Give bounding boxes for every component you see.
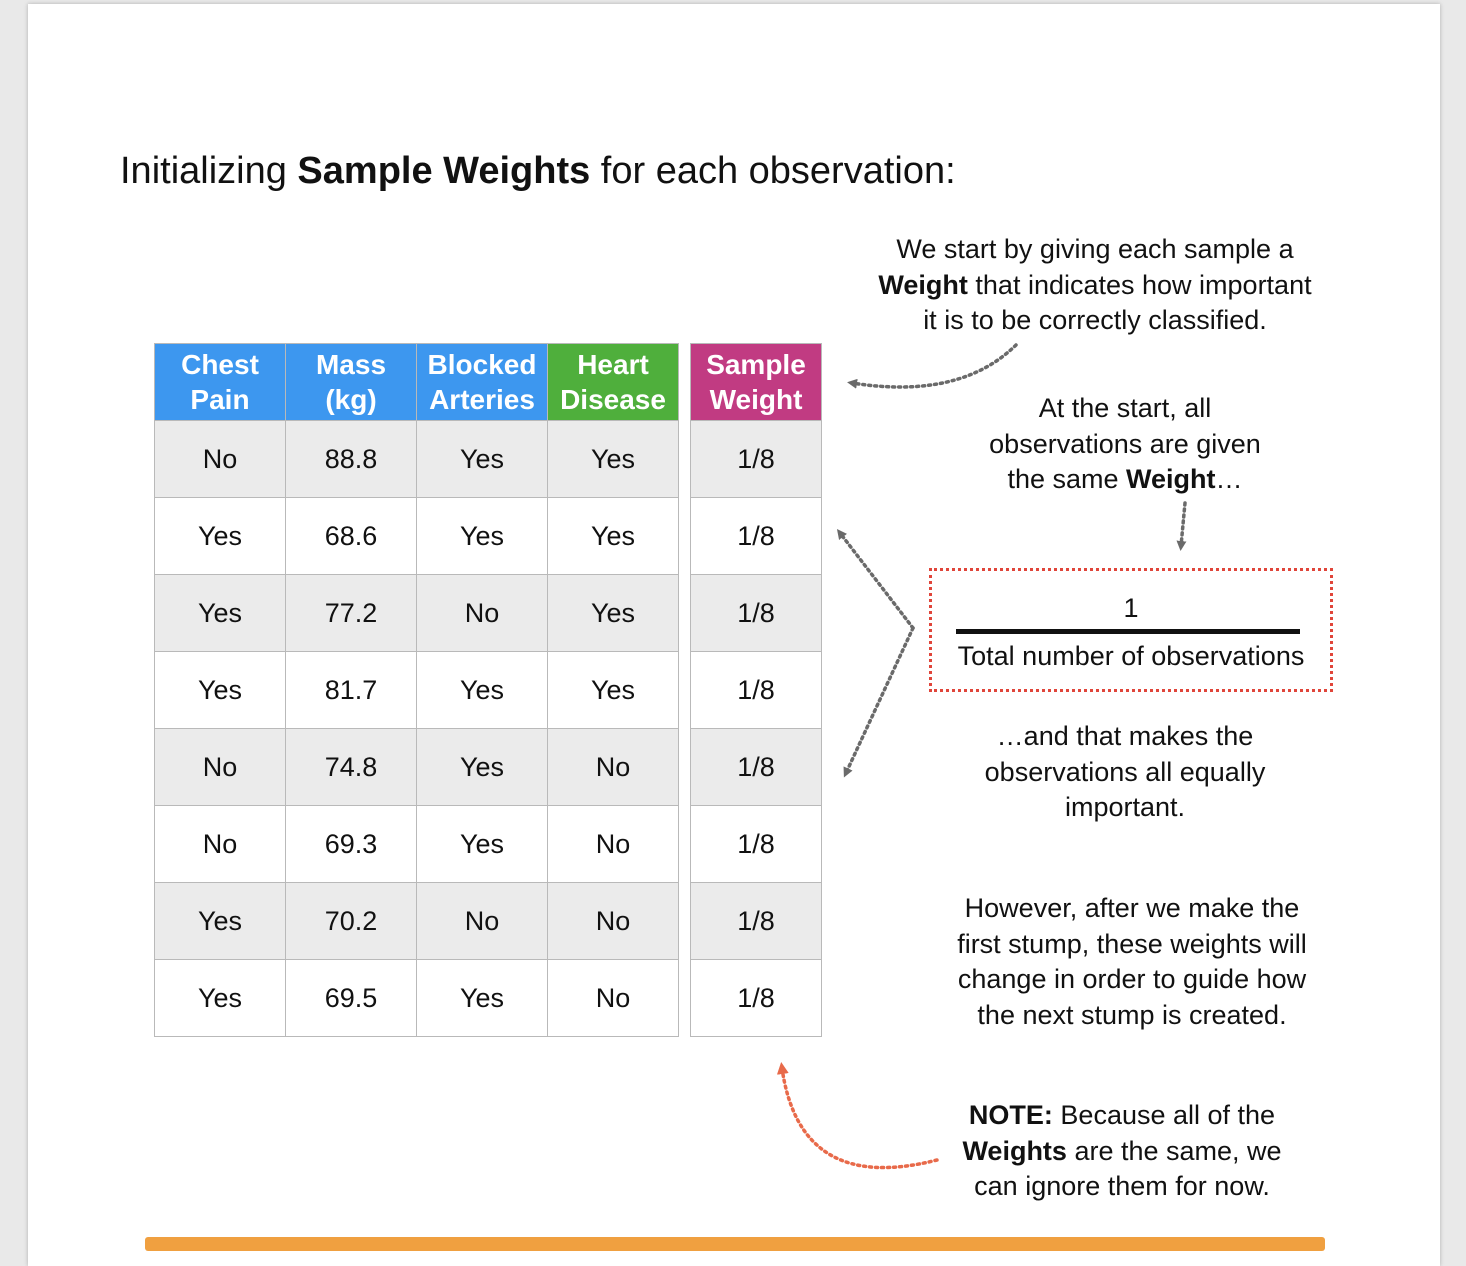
however-line-2: first stump, these weights will	[957, 928, 1307, 959]
weight-row: 1/8	[690, 882, 822, 960]
table-cell: Yes	[547, 651, 679, 729]
equal-line-3: important.	[1064, 792, 1186, 822]
however-line-4: the next stump is created.	[977, 999, 1287, 1030]
table-cell: Yes	[154, 651, 286, 729]
header-sample-weight: Sample Weight	[690, 343, 822, 421]
table-cell: 70.2	[285, 882, 417, 960]
table-cell: Yes	[547, 420, 679, 498]
title-bold: Sample Weights	[297, 150, 591, 192]
header-blocked-arteries: Blocked Arteries	[416, 343, 548, 421]
weight-row: 1/8	[690, 497, 822, 575]
arrow-to-formula	[1176, 501, 1187, 551]
fraction-bar	[956, 629, 1300, 634]
table-row: No 74.8 Yes No	[154, 728, 679, 806]
title-suffix: for each observation:	[590, 150, 956, 192]
formula-numerator: 1	[1123, 593, 1139, 623]
weight-cell: 1/8	[690, 882, 822, 960]
weight-cell: 1/8	[690, 805, 822, 883]
note-block: NOTE: Because all of the Weights are the…	[910, 1098, 1334, 1205]
table-cell: No	[416, 574, 548, 652]
table-cell: Yes	[154, 574, 286, 652]
weight-row: 1/8	[690, 959, 822, 1037]
weight-cell: 1/8	[690, 728, 822, 806]
table-cell: 74.8	[285, 728, 417, 806]
header-chest-pain: Chest Pain	[154, 343, 286, 421]
equal-line-2: observations all equally	[984, 756, 1266, 787]
table-cell: No	[547, 882, 679, 960]
weight-cell: 1/8	[690, 497, 822, 575]
equal-line-1: …and that makes the	[996, 721, 1254, 751]
start-line-2: observations are given	[989, 428, 1261, 459]
however-line-1: However, after we make the	[964, 893, 1300, 923]
table-row: No 88.8 Yes Yes	[154, 420, 679, 498]
table-cell: Yes	[416, 959, 548, 1037]
table-cell: 88.8	[285, 420, 417, 498]
observations-table: Chest Pain Mass (kg) Blocked Arteries Heart…	[154, 343, 679, 1037]
table-row: Yes 68.6 Yes Yes	[154, 497, 679, 575]
intro-line-1: We start by giving each sample a	[896, 234, 1294, 264]
weight-header-row: Sample Weight	[690, 343, 822, 421]
formula-denominator: Total number of observations	[957, 641, 1305, 671]
table-cell: Yes	[154, 882, 286, 960]
arrow-note-to-weights	[776, 1062, 939, 1170]
weight-cell: 1/8	[690, 574, 822, 652]
weight-cell: 1/8	[690, 959, 822, 1037]
table-cell: No	[547, 728, 679, 806]
arrow-down-to-weights	[843, 626, 915, 778]
table-cell: Yes	[547, 574, 679, 652]
table-cell: 81.7	[285, 651, 417, 729]
table-cell: 77.2	[285, 574, 417, 652]
note-line-1: NOTE: Because all of the	[968, 1100, 1276, 1130]
table-cell: No	[547, 805, 679, 883]
header-mass: Mass (kg)	[285, 343, 417, 421]
table-cell: No	[547, 959, 679, 1037]
table-row: Yes 77.2 No Yes	[154, 574, 679, 652]
table-cell: Yes	[547, 497, 679, 575]
however-line-3: change in order to guide how	[957, 964, 1307, 994]
table-header-row: Chest Pain Mass (kg) Blocked Arteries Heart…	[154, 343, 679, 421]
table-cell: 69.3	[285, 805, 417, 883]
start-line-1: At the start, all	[1038, 393, 1212, 423]
table-cell: Yes	[154, 497, 286, 575]
table-cell: Yes	[416, 728, 548, 806]
table-cell: No	[154, 728, 286, 806]
orange-divider-stroke	[145, 1237, 1325, 1251]
weight-row: 1/8	[690, 420, 822, 498]
equal-note: …and that makes the observations all equ…	[940, 719, 1310, 826]
however-note: However, after we make the first stump, …	[910, 891, 1354, 1033]
intro-note: We start by giving each sample a Weight …	[850, 232, 1340, 339]
table-cell: Yes	[416, 420, 548, 498]
table-row: Yes 69.5 Yes No	[154, 959, 679, 1037]
intro-line-2: Weight that indicates how important	[878, 269, 1312, 300]
page-title: Initializing Sample Weights for each obs…	[120, 150, 956, 193]
table-cell: Yes	[154, 959, 286, 1037]
table-row: Yes 81.7 Yes Yes	[154, 651, 679, 729]
table-cell: Yes	[416, 497, 548, 575]
title-prefix: Initializing	[120, 150, 298, 192]
header-heart-disease: Heart Disease	[547, 343, 679, 421]
weight-cell: 1/8	[690, 420, 822, 498]
start-note: At the start, all observations are given…	[940, 391, 1310, 498]
table-cell: No	[154, 805, 286, 883]
arrow-up-to-weights	[836, 529, 915, 630]
arrow-to-weight-header	[847, 343, 1018, 389]
note-line-2: Weights are the same, we	[962, 1135, 1282, 1166]
intro-line-3: it is to be correctly classified.	[923, 305, 1267, 335]
table-cell: 69.5	[285, 959, 417, 1037]
weight-row: 1/8	[690, 574, 822, 652]
weight-row: 1/8	[690, 728, 822, 806]
table-cell: 68.6	[285, 497, 417, 575]
table-cell: No	[154, 420, 286, 498]
weight-row: 1/8	[690, 805, 822, 883]
table-row: No 69.3 Yes No	[154, 805, 679, 883]
table-row: Yes 70.2 No No	[154, 882, 679, 960]
note-line-3: can ignore them for now.	[974, 1171, 1270, 1201]
sample-weight-table: Sample Weight 1/8 1/8 1/8 1/8 1/8 1/8 1/8…	[690, 343, 822, 1037]
weight-formula: 1 Total number of observations	[929, 568, 1333, 692]
start-line-3: the same Weight…	[1007, 464, 1243, 494]
